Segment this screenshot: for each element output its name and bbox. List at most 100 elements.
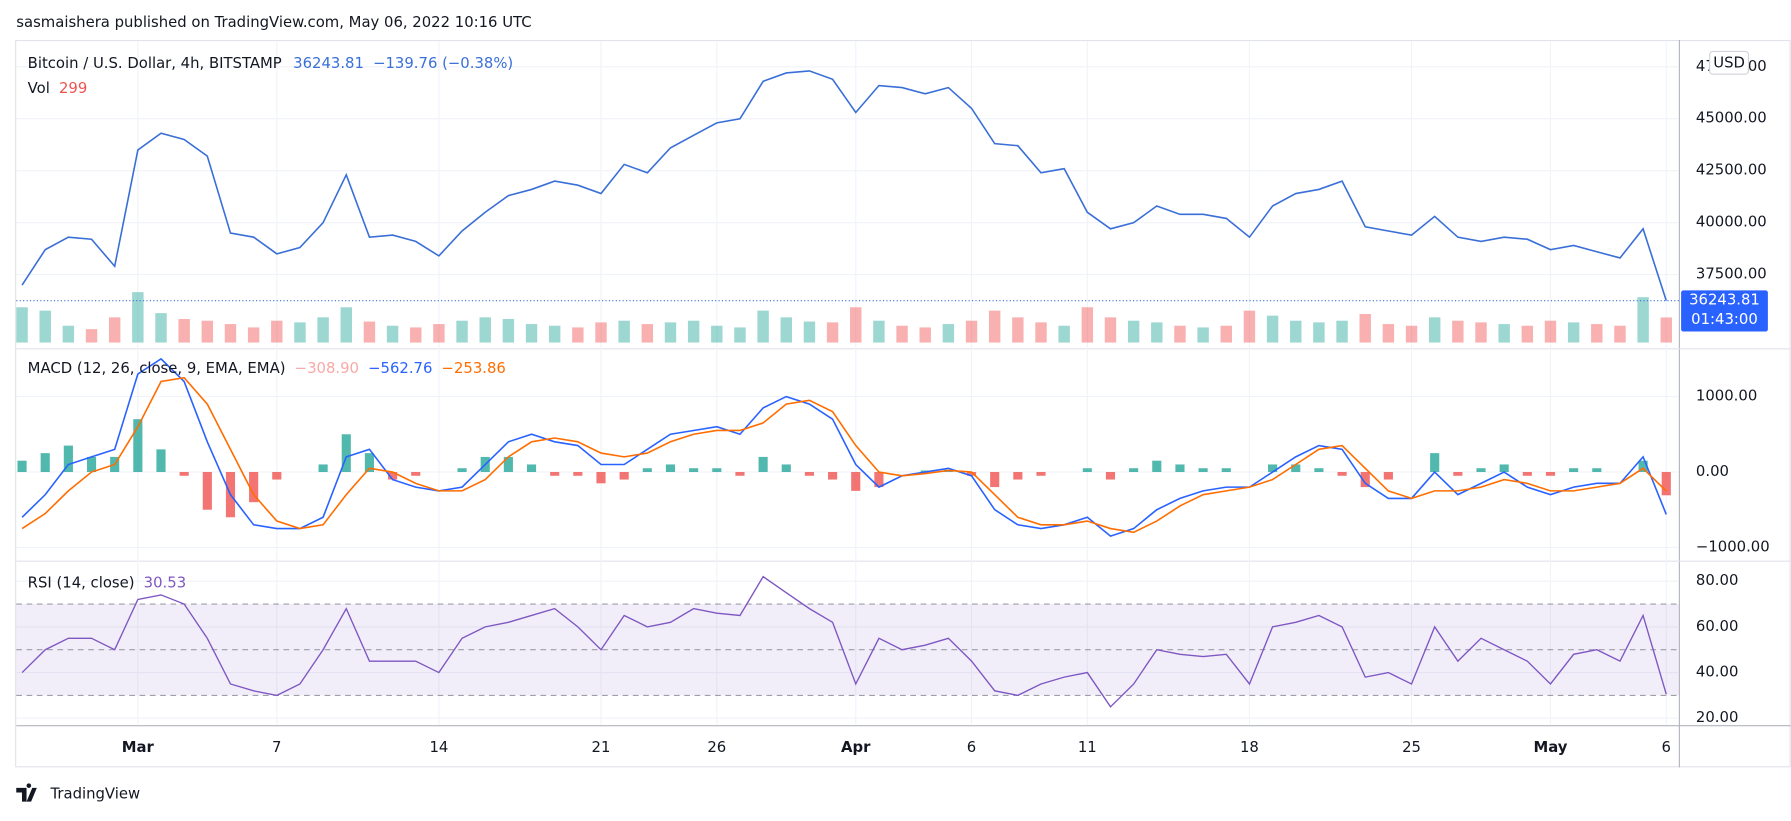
volume-bar [896, 325, 908, 343]
volume-bar [850, 307, 862, 343]
y-tick-label: 37500.00 [1696, 266, 1767, 283]
legend-change: −139.76 (−0.38%) [373, 55, 513, 72]
volume-bar [294, 322, 306, 343]
histogram-bar [1291, 464, 1301, 473]
volume-bar [803, 321, 816, 343]
last-price-box [1681, 290, 1768, 332]
histogram-bar [1499, 464, 1509, 473]
volume-bar [711, 325, 723, 343]
volume-bar [572, 327, 584, 343]
volume-bar [919, 327, 931, 343]
legend-last: 36243.81 [293, 55, 364, 72]
histogram-bar [966, 472, 977, 476]
volume-bar [1614, 325, 1626, 343]
series-line [21, 376, 1667, 534]
histogram-bar [1221, 468, 1231, 473]
histogram-bar [1337, 472, 1347, 476]
y-tick-label: 45000.00 [1696, 110, 1767, 127]
legend-title: Bitcoin / U.S. Dollar, 4h, BITSTAMP [28, 55, 282, 72]
rsi-legend-value: 30.53 [144, 574, 186, 591]
histogram-bar [179, 472, 189, 476]
volume-bar [1544, 320, 1557, 343]
publish-header: sasmaishera published on TradingView.com… [16, 14, 531, 31]
y-tick-label: 0.00 [1696, 463, 1729, 480]
x-tick-label: 7 [272, 739, 281, 756]
x-tick-label: Mar [122, 739, 155, 756]
volume-bar [1290, 320, 1302, 343]
histogram-bar [781, 464, 791, 473]
macd-legend-value: −253.86 [442, 360, 506, 377]
histogram-bar [1152, 460, 1162, 473]
y-tick-label: 20.00 [1696, 709, 1738, 726]
volume-bar [85, 329, 98, 343]
histogram-bar [689, 468, 699, 473]
volume-bar [108, 317, 121, 343]
volume-bar [433, 324, 445, 343]
volume-bar [247, 327, 260, 343]
volume-bar [317, 317, 329, 343]
histogram-bar [341, 434, 351, 473]
volume-bar [1243, 310, 1256, 343]
volume-bar [1452, 320, 1464, 343]
volume-bar [965, 320, 978, 343]
volume-bar [16, 307, 28, 343]
volume-legend-value: 299 [59, 80, 87, 97]
histogram-bar [1314, 468, 1324, 473]
y-tick-label: 80.00 [1696, 572, 1738, 589]
histogram-bar [503, 456, 513, 473]
volume-bar [873, 320, 885, 343]
x-tick-label: 11 [1078, 739, 1097, 756]
histogram-bar [1013, 472, 1023, 480]
volume-bar [363, 321, 376, 343]
histogram-bar [156, 449, 166, 473]
histogram-bar [63, 445, 73, 473]
volume-bar [1359, 313, 1371, 343]
y-tick-label: 60.00 [1696, 618, 1738, 635]
histogram-bar [1082, 468, 1092, 473]
volume-bar [988, 310, 1001, 343]
x-tick-label: 25 [1402, 739, 1421, 756]
volume-bar [1405, 325, 1418, 343]
volume-bar [271, 320, 283, 343]
volume-bar [1660, 317, 1672, 343]
volume-bar [456, 320, 468, 343]
volume-legend-name: Vol [28, 80, 50, 97]
histogram-bar [86, 456, 97, 473]
x-tick-label: 6 [1662, 739, 1671, 756]
volume-bar [1220, 325, 1232, 343]
volume-bar [1567, 322, 1580, 343]
volume-bar [502, 319, 515, 343]
histogram-bar [364, 453, 374, 473]
volume-bar [664, 322, 677, 343]
histogram-bar [40, 453, 50, 473]
volume-bar [641, 324, 654, 343]
histogram-bar [1175, 464, 1185, 473]
y-tick-label: −1000.00 [1696, 538, 1770, 555]
histogram-bar [249, 472, 259, 503]
tv-logo [16, 783, 37, 802]
histogram-bar [411, 472, 421, 476]
currency-label: USD [1713, 54, 1745, 71]
macd-legend-title: MACD (12, 26, close, 9, EMA, EMA) [28, 360, 286, 377]
volume-bar [687, 320, 700, 343]
volume-bar [1058, 325, 1070, 343]
x-tick-label: 6 [967, 739, 976, 756]
histogram-bar [828, 472, 838, 480]
histogram-bar [526, 464, 537, 473]
histogram-bar [874, 472, 884, 488]
volume-bar [734, 327, 746, 343]
series-line [21, 70, 1668, 301]
volume-bar [548, 325, 561, 343]
volume-bar [1498, 324, 1510, 343]
volume-bar [1475, 322, 1487, 343]
histogram-bar [318, 464, 328, 473]
histogram-bar [202, 472, 212, 510]
histogram-bar [573, 472, 583, 476]
volume-bar [39, 310, 51, 343]
x-tick-label: Apr [841, 739, 871, 756]
histogram-bar [1129, 468, 1139, 473]
histogram-bar [642, 468, 652, 473]
volume-bar [479, 317, 491, 343]
histogram-bar [665, 464, 676, 473]
volume-bar [386, 325, 399, 343]
